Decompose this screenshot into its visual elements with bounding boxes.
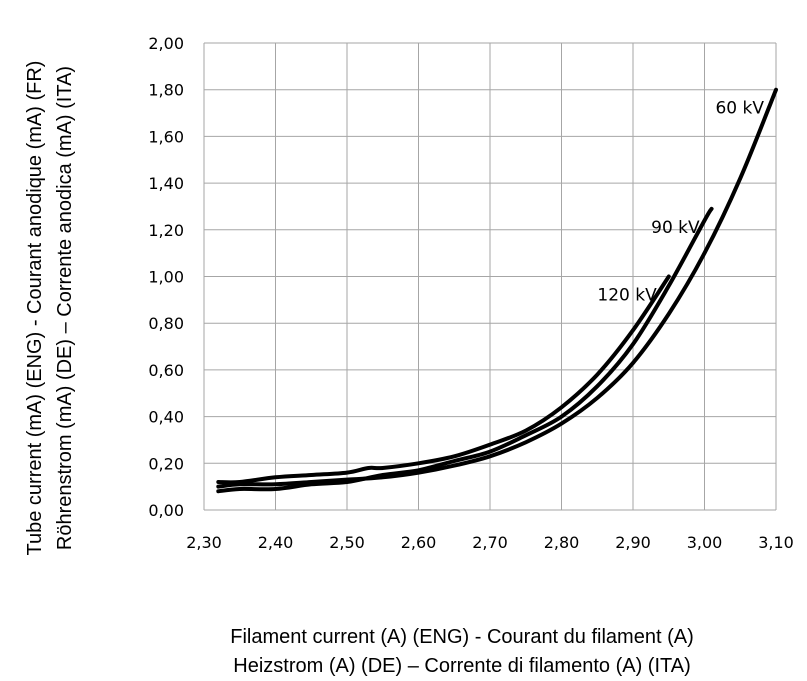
x-axis-title-line-1: Filament current (A) (ENG) - Courant du … (230, 626, 693, 648)
y-tick-labels: 0,00 0,20 0,40 0,60 0,80 1,00 1,20 1,40 1,60 1,80… (148, 34, 184, 520)
x-tick-label: 2,80 (544, 533, 580, 552)
series-labels: 60 kV 90 kV 120 kV (597, 99, 764, 306)
y-tick-label: 1,40 (148, 174, 184, 193)
x-tick-label: 2,70 (472, 533, 508, 552)
y-axis-title-line-1: Tube current (mA) (ENG) - Courant anodiq… (24, 61, 46, 556)
series-line-120-kv (216, 274, 671, 485)
series-label-120-kv: 120 kV (597, 286, 657, 306)
y-tick-label: 0,40 (148, 408, 184, 427)
x-tick-label: 2,40 (258, 533, 294, 552)
series-line-90-kv (216, 206, 714, 494)
y-axis-title-line-2: Röhrenstrom (mA) (DE) – Corrente anodica… (54, 66, 76, 550)
y-tick-label: 0,60 (148, 361, 184, 380)
x-tick-label: 2,30 (186, 533, 222, 552)
x-tick-label: 2,90 (615, 533, 651, 552)
series-label-90-kv: 90 kV (651, 218, 700, 238)
grid (203, 42, 777, 511)
y-tick-label: 2,00 (148, 34, 184, 53)
x-tick-label: 2,60 (401, 533, 437, 552)
x-tick-label: 2,50 (329, 533, 365, 552)
series-line-60-kv (216, 87, 778, 489)
y-tick-label: 0,00 (148, 501, 184, 520)
series-label-60-kv: 60 kV (715, 99, 764, 119)
x-axis-title-line-2: Heizstrom (A) (DE) – Corrente di filamen… (233, 655, 691, 677)
series-lines (216, 87, 778, 494)
y-tick-label: 1,20 (148, 221, 184, 240)
y-tick-label: 1,80 (148, 81, 184, 100)
y-tick-label: 0,80 (148, 314, 184, 333)
x-tick-label: 3,00 (687, 533, 723, 552)
x-tick-label: 3,10 (758, 533, 794, 552)
y-tick-label: 1,60 (148, 127, 184, 146)
x-tick-labels: 2,30 2,40 2,50 2,60 2,70 2,80 2,90 3,00 3,10 (186, 533, 794, 552)
y-tick-label: 1,00 (148, 268, 184, 287)
y-tick-label: 0,20 (148, 454, 184, 473)
